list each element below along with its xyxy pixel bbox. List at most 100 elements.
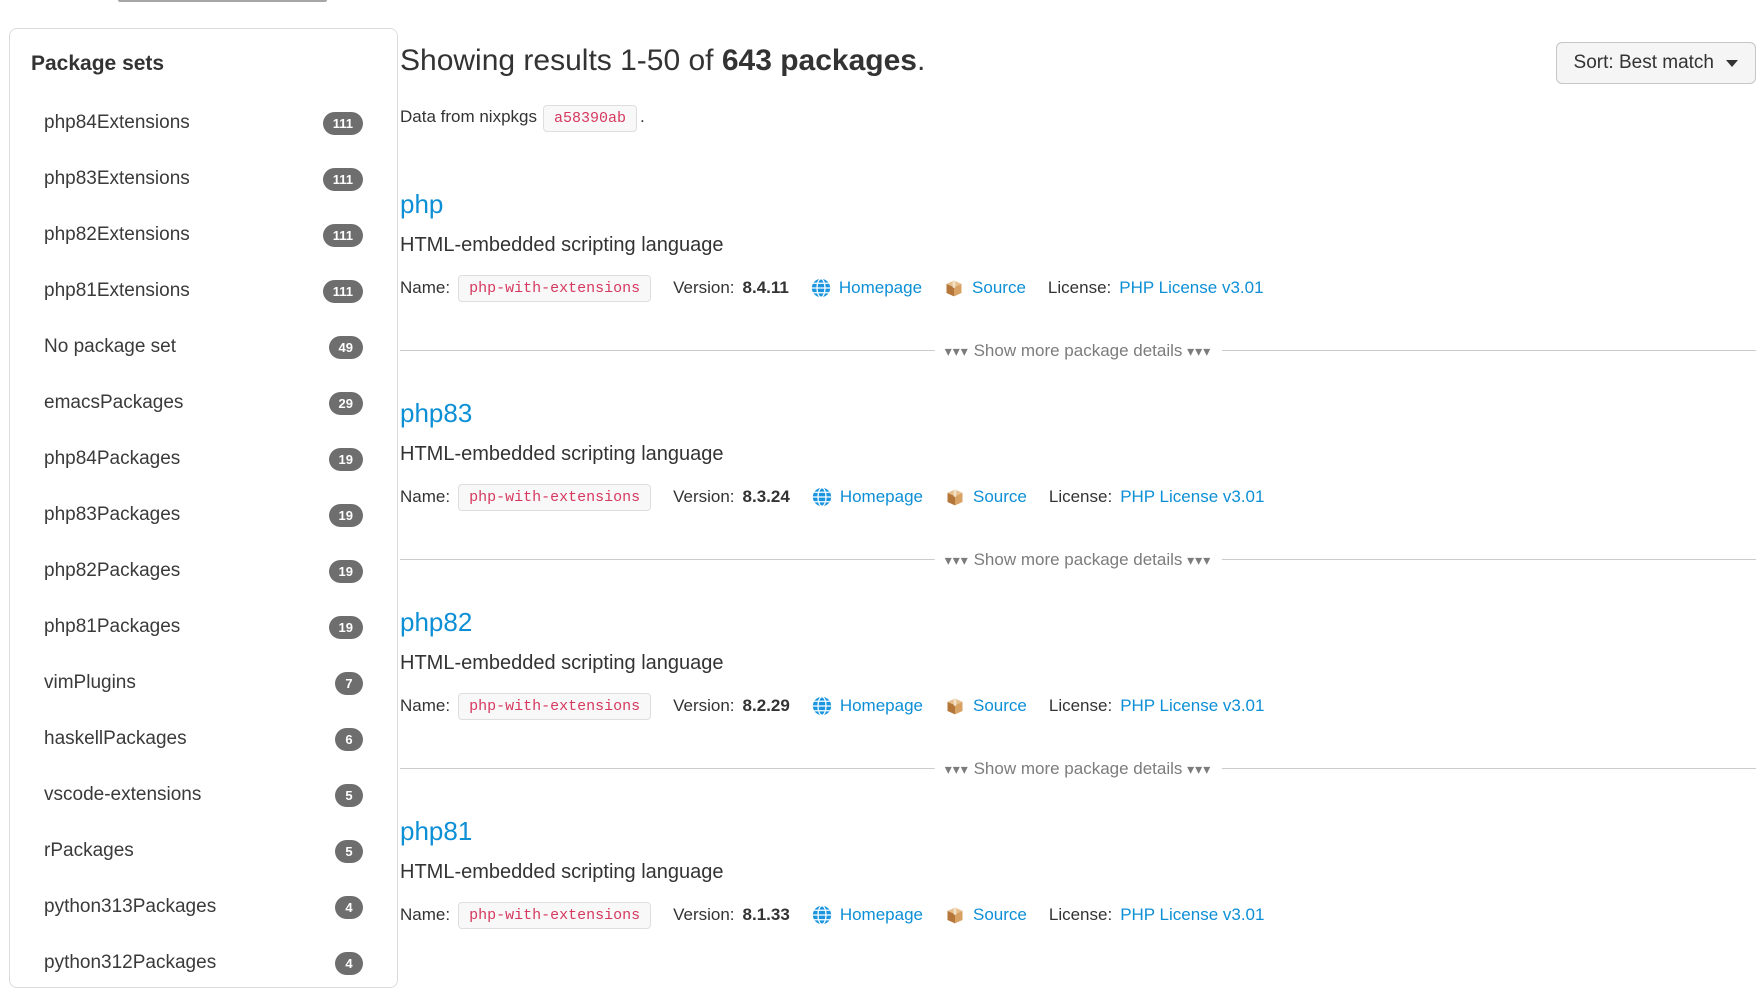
show-more-details-toggle[interactable]: ▾▾▾ Show more package details ▾▾▾ <box>400 339 1756 363</box>
package-box-icon <box>945 905 965 925</box>
package-meta-row: Name: php-with-extensions Version: 8.1.3… <box>400 901 1756 929</box>
version-value: 8.1.33 <box>742 905 790 924</box>
sidebar-item-php81Extensions[interactable]: php81Extensions 111 <box>10 263 397 319</box>
name-label: Name: <box>400 278 451 297</box>
package-results-list: php HTML-embedded scripting language Nam… <box>400 188 1756 929</box>
show-more-text: Show more package details <box>973 550 1183 569</box>
license-link[interactable]: PHP License v3.01 <box>1120 905 1265 924</box>
license-link[interactable]: PHP License v3.01 <box>1120 487 1265 506</box>
results-count-period: . <box>917 44 926 77</box>
sidebar-item-php84Packages[interactable]: php84Packages 19 <box>10 431 397 487</box>
package-description: HTML-embedded scripting language <box>400 652 724 674</box>
globe-icon <box>812 905 832 925</box>
package-box-icon <box>944 278 964 298</box>
triple-down-arrows-icon: ▾▾▾ <box>1187 552 1212 568</box>
package-set-label: haskellPackages <box>44 728 187 749</box>
show-more-details-toggle[interactable]: ▾▾▾ Show more package details ▾▾▾ <box>400 757 1756 781</box>
count-badge: 6 <box>335 727 363 751</box>
count-badge: 5 <box>335 839 363 863</box>
version-label: Version: <box>673 487 735 506</box>
sort-dropdown-label: Sort: Best match <box>1573 52 1714 73</box>
show-more-details-label: ▾▾▾ Show more package details ▾▾▾ <box>934 757 1222 781</box>
package-description: HTML-embedded scripting language <box>400 234 724 256</box>
sidebar-item-python313Packages[interactable]: python313Packages 4 <box>10 879 397 935</box>
sidebar-item-no-package-set[interactable]: No package set 49 <box>10 319 397 375</box>
package-version-group: Version: 8.4.11 <box>673 278 789 298</box>
count-badge: 4 <box>335 951 363 975</box>
package-result-php: php HTML-embedded scripting language Nam… <box>400 188 1756 363</box>
package-set-label: emacsPackages <box>44 392 184 413</box>
version-label: Version: <box>673 905 735 924</box>
package-version-group: Version: 8.2.29 <box>673 696 790 716</box>
count-badge: 111 <box>322 111 363 135</box>
package-license-group: License: PHP License v3.01 <box>1048 278 1264 298</box>
package-title-link[interactable]: php <box>400 189 444 219</box>
package-title-link[interactable]: php81 <box>400 816 473 846</box>
package-set-label: php81Packages <box>44 616 181 637</box>
show-more-details-toggle[interactable]: ▾▾▾ Show more package details ▾▾▾ <box>400 548 1756 572</box>
data-source-suffix: . <box>640 107 645 126</box>
package-result-php82: php82 HTML-embedded scripting language N… <box>400 606 1756 781</box>
package-set-label: php81Extensions <box>44 280 190 301</box>
package-license-group: License: PHP License v3.01 <box>1049 905 1265 925</box>
results-count-strong: 643 packages <box>721 44 917 77</box>
source-link[interactable]: Source <box>945 487 1027 507</box>
sidebar-item-php82Packages[interactable]: php82Packages 19 <box>10 543 397 599</box>
package-license-group: License: PHP License v3.01 <box>1049 487 1265 507</box>
source-link[interactable]: Source <box>945 696 1027 716</box>
package-set-label: php82Packages <box>44 560 181 581</box>
show-more-text: Show more package details <box>973 759 1183 778</box>
triple-down-arrows-icon: ▾▾▾ <box>1187 761 1212 777</box>
sidebar-item-haskellPackages[interactable]: haskellPackages 6 <box>10 711 397 767</box>
version-value: 8.2.29 <box>742 696 790 715</box>
sidebar-item-vimPlugins[interactable]: vimPlugins 7 <box>10 655 397 711</box>
count-badge: 29 <box>328 391 363 415</box>
homepage-link-label: Homepage <box>839 487 923 506</box>
nixpkgs-commit-link[interactable]: a58390ab <box>543 105 638 132</box>
license-link[interactable]: PHP License v3.01 <box>1120 696 1265 715</box>
sidebar-item-php82Extensions[interactable]: php82Extensions 111 <box>10 207 397 263</box>
triple-down-arrows-icon: ▾▾▾ <box>944 552 969 568</box>
source-link-label: Source <box>972 487 1027 506</box>
sidebar-item-php81Packages[interactable]: php81Packages 19 <box>10 599 397 655</box>
package-set-label: rPackages <box>44 840 134 861</box>
package-title-link[interactable]: php82 <box>400 607 473 637</box>
triple-down-arrows-icon: ▾▾▾ <box>944 343 969 359</box>
license-link[interactable]: PHP License v3.01 <box>1119 278 1264 297</box>
package-box-icon <box>945 487 965 507</box>
homepage-link[interactable]: Homepage <box>811 278 922 298</box>
license-label: License: <box>1047 278 1112 297</box>
package-license-group: License: PHP License v3.01 <box>1049 696 1265 716</box>
count-badge: 19 <box>328 559 363 583</box>
count-badge: 111 <box>322 279 363 303</box>
package-set-label: python313Packages <box>44 896 217 917</box>
sidebar-item-php83Packages[interactable]: php83Packages 19 <box>10 487 397 543</box>
sort-dropdown-button[interactable]: Sort: Best match <box>1555 42 1756 84</box>
sidebar-item-python312Packages[interactable]: python312Packages 4 <box>10 935 397 991</box>
package-name-group: Name: php-with-extensions <box>400 692 652 720</box>
package-name-group: Name: php-with-extensions <box>400 901 652 929</box>
sidebar-item-vscode-extensions[interactable]: vscode-extensions 5 <box>10 767 397 823</box>
attr-name-chip: php-with-extensions <box>458 901 652 929</box>
source-link[interactable]: Source <box>944 278 1026 298</box>
show-more-details-label: ▾▾▾ Show more package details ▾▾▾ <box>934 548 1222 572</box>
source-link[interactable]: Source <box>945 905 1027 925</box>
attr-name-chip: php-with-extensions <box>458 692 652 720</box>
sidebar-item-emacsPackages[interactable]: emacsPackages 29 <box>10 375 397 431</box>
version-label: Version: <box>673 278 735 297</box>
homepage-link-label: Homepage <box>838 278 923 297</box>
sidebar-item-rPackages[interactable]: rPackages 5 <box>10 823 397 879</box>
homepage-link[interactable]: Homepage <box>812 696 923 716</box>
package-set-label: vscode-extensions <box>44 784 202 805</box>
package-title-link[interactable]: php83 <box>400 398 473 428</box>
results-count-prefix: Showing results 1-50 of <box>400 44 722 77</box>
homepage-link[interactable]: Homepage <box>812 905 923 925</box>
package-meta-row: Name: php-with-extensions Version: 8.4.1… <box>400 274 1756 302</box>
source-link-label: Source <box>972 278 1026 297</box>
package-set-label: vimPlugins <box>44 672 136 693</box>
version-label: Version: <box>673 696 735 715</box>
count-badge: 5 <box>335 783 363 807</box>
sidebar-item-php83Extensions[interactable]: php83Extensions 111 <box>10 151 397 207</box>
homepage-link[interactable]: Homepage <box>812 487 923 507</box>
sidebar-item-php84Extensions[interactable]: php84Extensions 111 <box>10 95 397 151</box>
